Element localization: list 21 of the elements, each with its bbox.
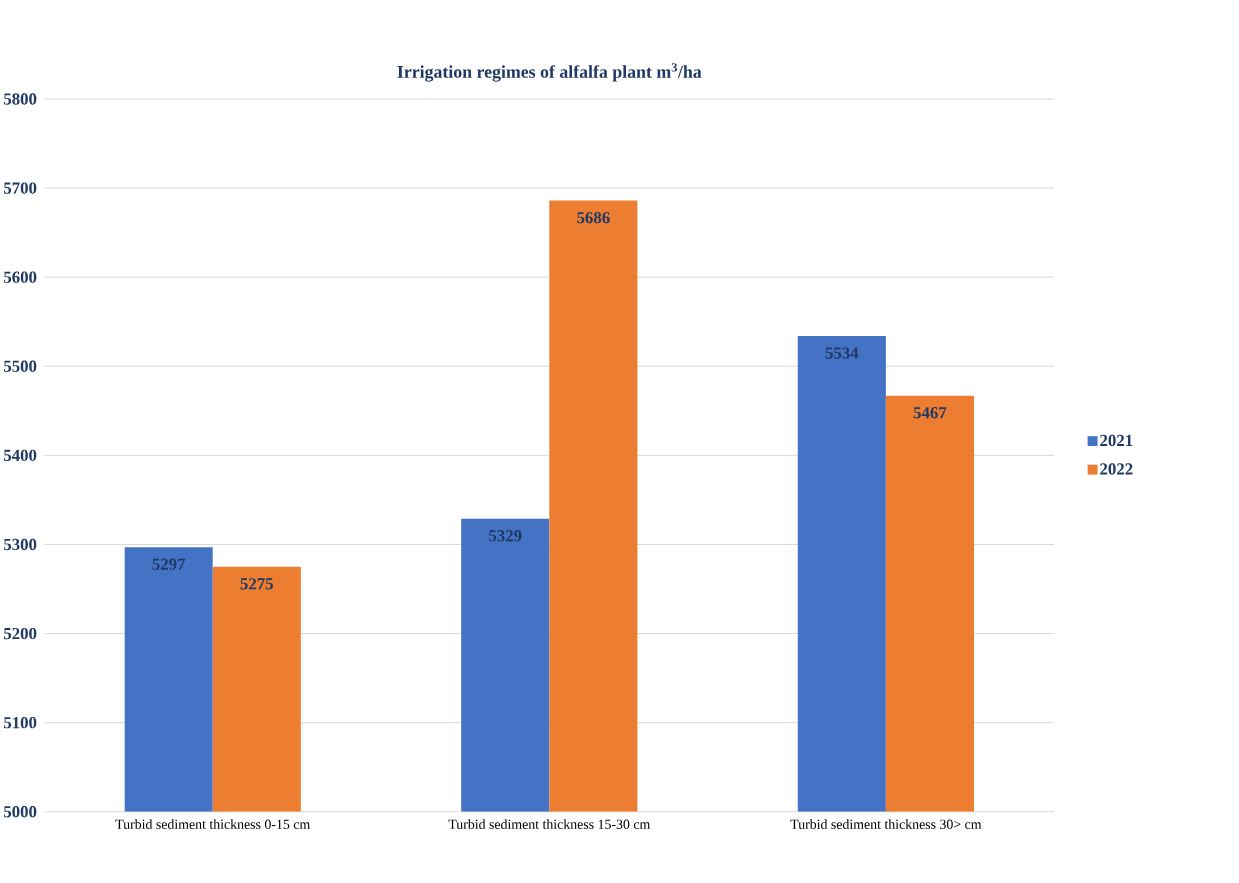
y-tick-label: 5500 <box>3 360 37 372</box>
y-tick-label: 5700 <box>3 182 37 194</box>
y-tick-label: 5100 <box>3 716 37 729</box>
y-tick-label: 5300 <box>3 538 37 551</box>
chart-title: Irrigation regimes of alfalfa plant m$^{3}$/ha <box>397 63 702 82</box>
data-label: 5275 <box>240 578 273 590</box>
legend-label: 2022 <box>1100 463 1133 475</box>
x-tick-label: Turbid sediment thickness 0-15 cm <box>115 819 311 829</box>
data-label: 5467 <box>913 407 947 419</box>
y-tick-label: 5600 <box>3 271 37 283</box>
y-tick-label: 5000 <box>3 806 37 818</box>
y-tick-label: 5200 <box>3 627 37 640</box>
data-label: 5297 <box>152 558 186 570</box>
x-tick-label: Turbid sediment thickness 15-30 cm <box>448 819 651 829</box>
x-tick-label: Turbid sediment thickness 30> cm <box>790 819 982 829</box>
data-label: 5686 <box>577 211 610 224</box>
y-tick-label: 5400 <box>3 449 37 462</box>
legend-label: 2021 <box>1100 434 1133 447</box>
y-tick-label: 5800 <box>3 93 37 105</box>
data-label: 5534 <box>825 347 859 359</box>
data-label: 5329 <box>489 530 522 542</box>
